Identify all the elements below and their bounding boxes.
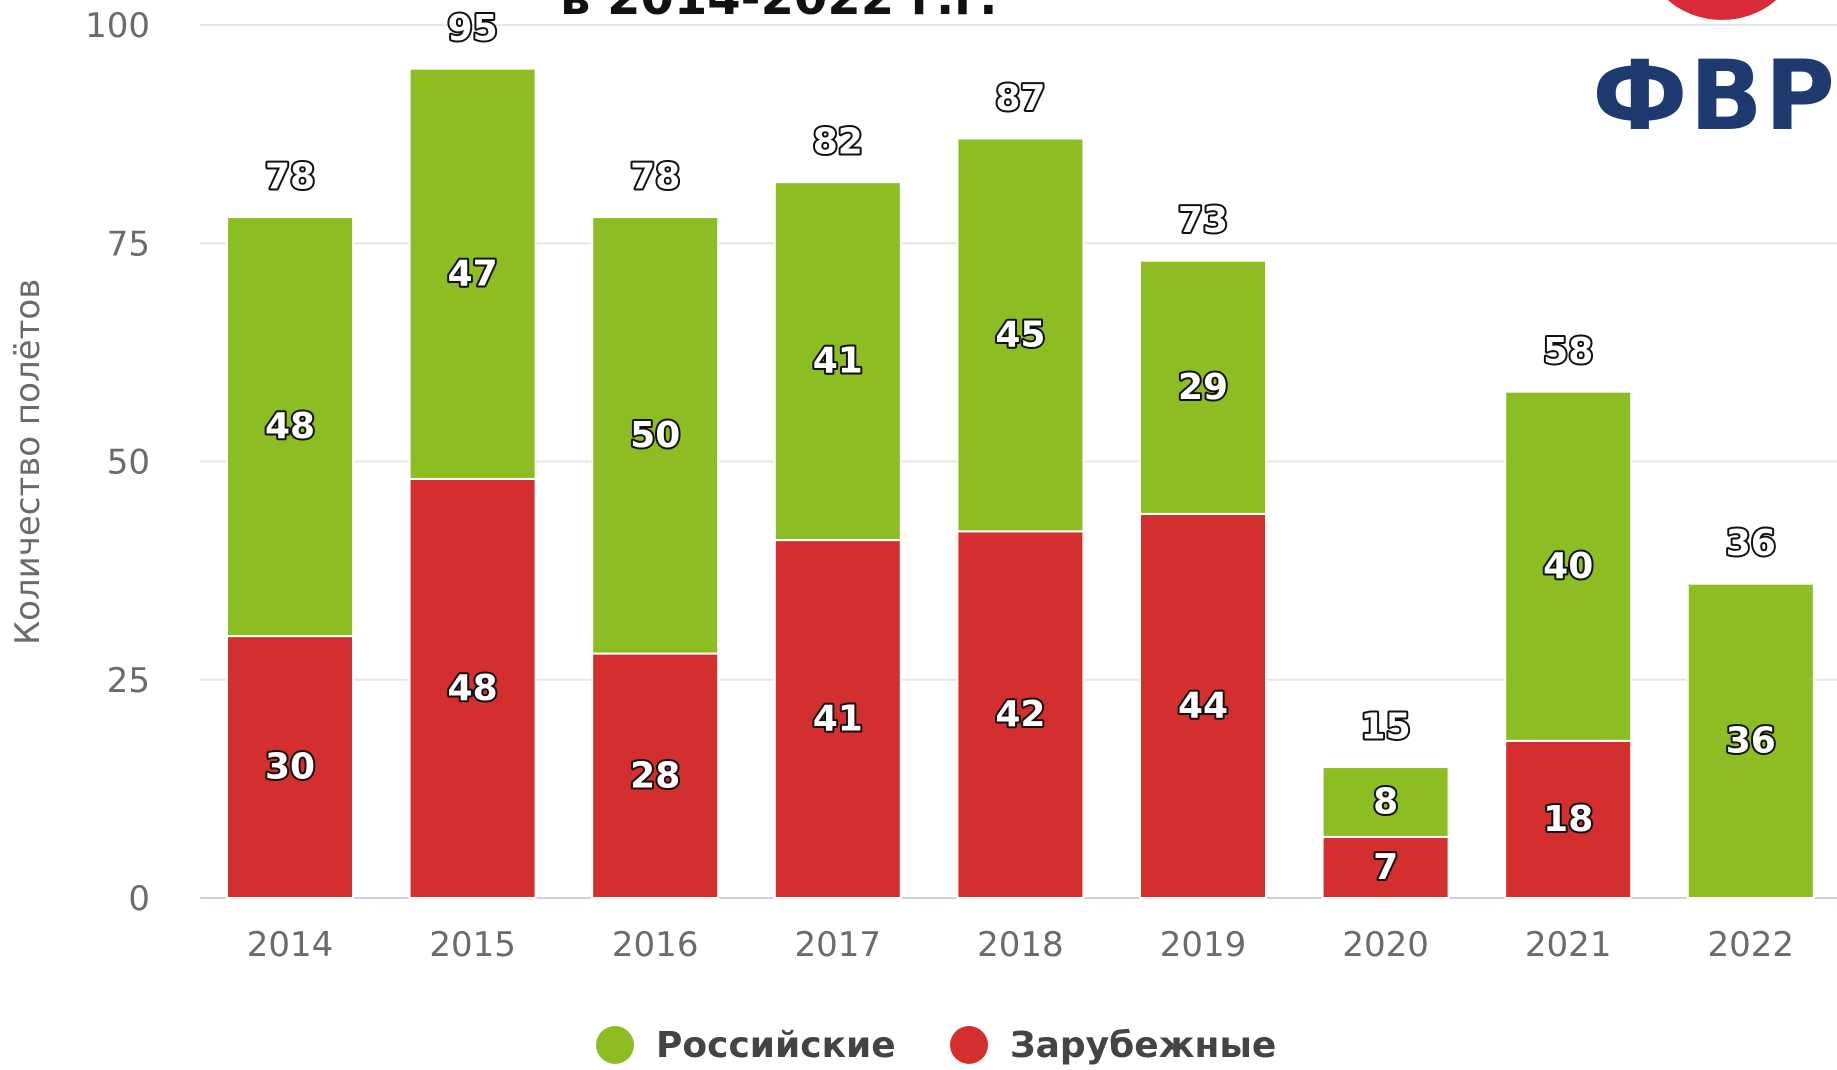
x-tick-label: 2014 (247, 925, 334, 965)
data-label-russian: 50 (630, 415, 680, 456)
bar-russian (1321, 766, 1450, 838)
bar-russian (591, 216, 720, 655)
legend-swatch-foreign (950, 1026, 988, 1064)
data-label-total: 73 (1178, 200, 1228, 241)
y-tick-label: 50 (107, 443, 150, 483)
y-axis-label: Количество полётов (8, 278, 48, 645)
x-tick-label: 2015 (429, 925, 516, 965)
data-label-foreign: 28 (630, 755, 680, 796)
fvr-logo: ФВР (1592, 0, 1837, 152)
data-label-foreign: 44 (1178, 685, 1228, 726)
legend-label-foreign: Зарубежные (1010, 1024, 1277, 1066)
legend-item-russian[interactable]: Российские (596, 1020, 896, 1070)
data-label-russian: 36 (1726, 720, 1776, 761)
bar-foreign (226, 635, 354, 899)
data-label-foreign: 18 (1543, 799, 1593, 840)
x-tick-label: 2021 (1525, 925, 1612, 965)
y-tick-label: 25 (107, 661, 150, 701)
data-label-foreign: 41 (813, 699, 863, 740)
bar-foreign (1504, 739, 1633, 899)
bar-foreign (408, 477, 537, 899)
data-label-total: 95 (448, 8, 498, 49)
bar-foreign (1139, 512, 1267, 899)
legend: Российские Зарубежные (0, 1020, 1837, 1070)
bar-russian (226, 216, 354, 638)
data-label-total: 78 (265, 157, 315, 198)
logo-text: ФВР (1592, 40, 1837, 152)
legend-item-foreign[interactable]: Зарубежные (950, 1020, 1276, 1070)
data-label-total: 82 (813, 122, 863, 163)
data-label-foreign: 30 (265, 747, 315, 788)
legend-label-russian: Российские (656, 1024, 896, 1066)
y-tick-label: 75 (107, 224, 150, 264)
x-tick-label: 2022 (1708, 925, 1795, 965)
bar-russian (1504, 390, 1633, 742)
data-label-russian: 40 (1543, 546, 1593, 587)
bar-russian (408, 67, 537, 480)
y-tick-label: 100 (85, 6, 150, 46)
x-tick-label: 2016 (612, 925, 699, 965)
bar-foreign (591, 652, 720, 899)
data-label-russian: 41 (813, 341, 863, 382)
legend-swatch-russian (596, 1026, 634, 1064)
data-label-total: 58 (1543, 331, 1593, 372)
data-label-foreign: 42 (995, 694, 1045, 735)
x-tick-label: 2017 (795, 925, 882, 965)
bar-russian (1139, 259, 1267, 515)
data-label-foreign: 7 (1373, 847, 1398, 888)
bar-foreign (1321, 835, 1450, 900)
data-label-russian: 29 (1178, 367, 1228, 408)
bar-foreign (956, 530, 1085, 900)
data-label-total: 78 (630, 157, 680, 198)
x-tick-label: 2019 (1160, 925, 1247, 965)
data-label-total: 87 (995, 78, 1045, 119)
data-label-russian: 8 (1373, 781, 1398, 822)
bar-russian (1686, 582, 1815, 899)
chart-title-fragment: в 2014-2022 г.г. (560, 0, 998, 26)
data-label-total: 15 (1361, 707, 1411, 748)
stacked-bar-chart: 0255075100304878201448479520152850782016… (85, 6, 1837, 965)
data-label-foreign: 48 (448, 668, 498, 709)
bar-russian (956, 137, 1085, 533)
data-label-russian: 48 (265, 406, 315, 447)
data-label-russian: 47 (448, 253, 498, 294)
bar-russian (773, 181, 902, 542)
data-label-russian: 45 (995, 314, 1045, 355)
bar-foreign (773, 539, 902, 899)
x-tick-label: 2020 (1342, 925, 1429, 965)
y-tick-label: 0 (128, 879, 150, 919)
data-label-total: 36 (1726, 523, 1776, 564)
x-tick-label: 2018 (977, 925, 1064, 965)
